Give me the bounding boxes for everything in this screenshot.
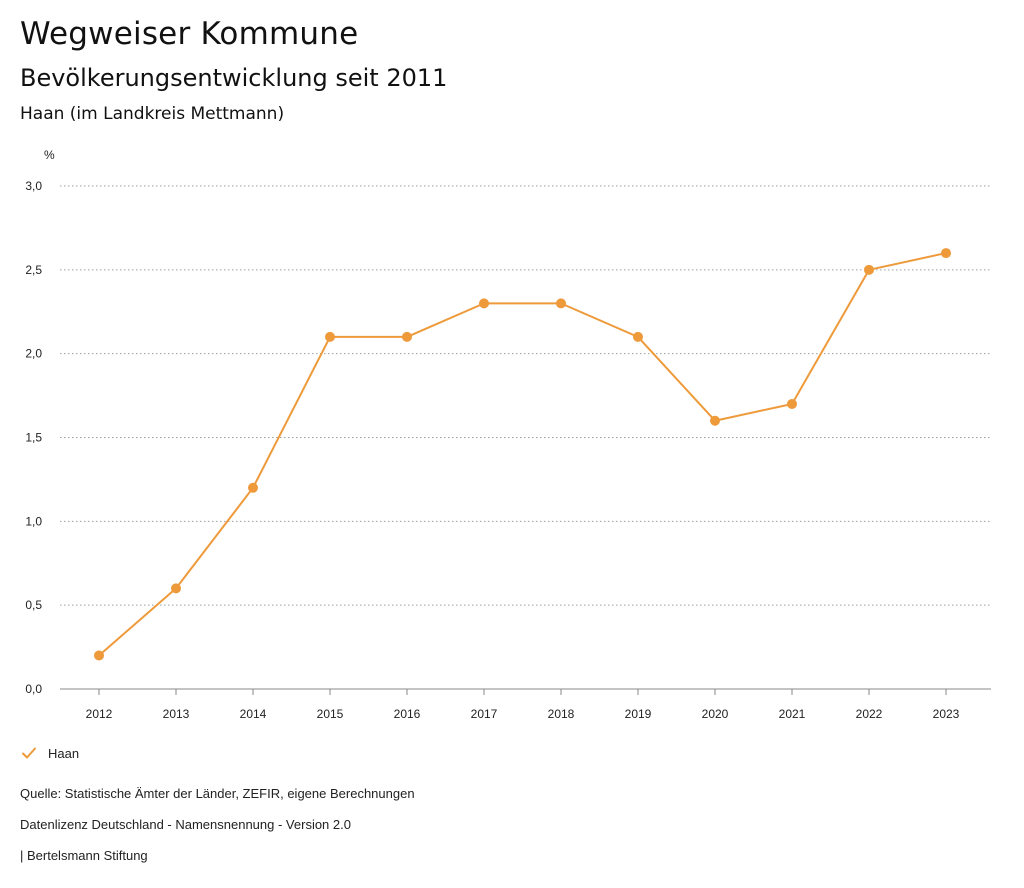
region-label: Haan (im Landkreis Mettmann) [20, 104, 285, 124]
y-tick-label: 0,5 [25, 598, 42, 612]
y-tick-label: 2,5 [25, 263, 42, 277]
x-tick-label: 2022 [856, 707, 883, 721]
data-point[interactable] [402, 331, 412, 342]
data-point[interactable] [710, 415, 720, 426]
legend-label-haan: Haan [48, 745, 80, 761]
y-axis-unit-label: % [44, 148, 55, 162]
y-tick-label: 2,0 [25, 347, 42, 361]
data-point[interactable] [171, 583, 181, 594]
x-tick-label: 2012 [86, 707, 113, 721]
publisher-note: | Bertelsmann Stiftung [20, 848, 148, 863]
page-title: Wegweiser Kommune [20, 16, 359, 52]
x-tick-label: 2023 [933, 707, 960, 721]
y-tick-label: 1,0 [25, 514, 42, 528]
chart-subtitle: Bevölkerungsentwicklung seit 2011 [20, 64, 448, 92]
data-point[interactable] [94, 650, 104, 661]
x-tick-label: 2021 [779, 707, 806, 721]
checkmark-icon [22, 747, 36, 759]
x-tick-label: 2016 [394, 707, 421, 721]
y-tick-label: 1,5 [25, 431, 42, 445]
x-tick-label: 2013 [163, 707, 190, 721]
series-line-haan [98, 252, 947, 657]
line-chart: % 0,0 0,5 1,0 1,5 2,0 2,5 3,0 2012 2013 2014 2015 20… [25, 148, 991, 721]
data-point[interactable] [325, 331, 335, 342]
data-point[interactable] [864, 264, 874, 275]
source-note: Quelle: Statistische Ämter der Länder, Z… [20, 786, 415, 801]
license-note: Datenlizenz Deutschland - Namensnennung … [20, 817, 351, 832]
chart-legend[interactable]: Haan [20, 745, 79, 761]
x-tick-label: 2020 [702, 707, 729, 721]
data-point[interactable] [633, 331, 643, 342]
x-tick-label: 2017 [471, 707, 498, 721]
y-tick-label: 0,0 [25, 682, 42, 696]
data-point[interactable] [941, 248, 951, 259]
x-tick-label: 2019 [625, 707, 652, 721]
x-tick-label: 2015 [317, 707, 344, 721]
data-point[interactable] [556, 298, 566, 309]
x-tick-label: 2018 [548, 707, 575, 721]
data-point[interactable] [248, 482, 258, 493]
x-tick-label: 2014 [240, 707, 267, 721]
data-point[interactable] [479, 298, 489, 309]
data-point[interactable] [787, 398, 797, 409]
y-tick-label: 3,0 [25, 179, 42, 193]
